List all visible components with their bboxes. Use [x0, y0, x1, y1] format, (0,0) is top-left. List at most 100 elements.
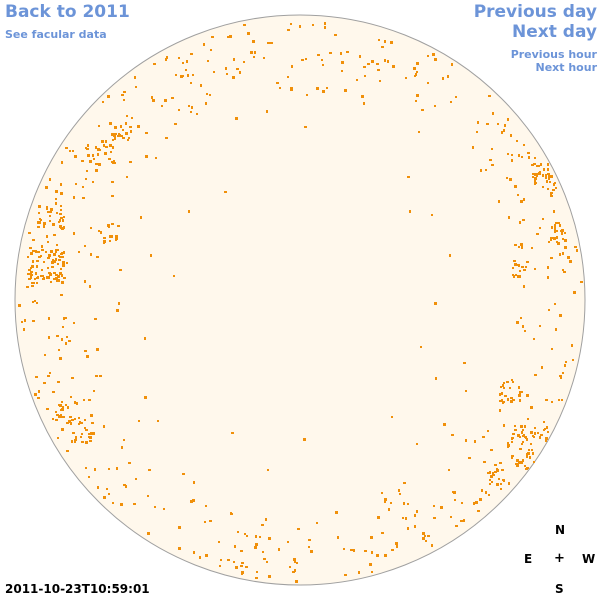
facula-dot	[559, 224, 561, 227]
facula-dot	[49, 178, 51, 181]
facula-dot	[376, 554, 379, 557]
facula-dot	[547, 266, 549, 269]
previous-hour-link[interactable]: Previous hour	[510, 48, 597, 61]
back-to-year-link[interactable]: Back to 2011	[5, 2, 130, 22]
see-facular-data-link[interactable]: See facular data	[5, 28, 107, 41]
facula-dot	[527, 418, 529, 420]
facula-dot	[287, 76, 289, 78]
compass-north: N	[555, 523, 566, 537]
facula-dot	[147, 532, 150, 535]
facula-dot	[503, 129, 505, 132]
facula-dot	[491, 481, 493, 483]
facula-dot	[243, 61, 245, 63]
facula-dot	[37, 221, 40, 224]
facula-dot	[74, 401, 76, 404]
facula-dot	[192, 499, 195, 502]
facula-dot	[89, 285, 91, 288]
facula-dot	[151, 96, 153, 99]
facula-dot	[190, 500, 193, 503]
facula-dot	[256, 571, 258, 573]
facula-dot	[538, 172, 541, 175]
facula-dot	[551, 401, 553, 403]
previous-day-link[interactable]: Previous day	[473, 2, 597, 22]
facula-dot	[70, 422, 72, 425]
facula-dot	[56, 414, 59, 416]
facula-dot	[36, 302, 38, 304]
facula-dot	[511, 159, 513, 162]
facula-dot	[416, 443, 418, 445]
facula-dot	[487, 430, 489, 432]
facula-dot	[45, 251, 47, 253]
facula-dot	[43, 382, 46, 384]
facula-dot	[165, 58, 167, 61]
facula-dot	[519, 221, 521, 224]
facula-dot	[296, 562, 298, 564]
facula-dot	[292, 571, 295, 573]
facula-dot	[266, 561, 268, 563]
facula-dot	[291, 65, 293, 68]
facula-dot	[514, 425, 516, 427]
solar-disk	[14, 14, 586, 586]
facula-dot	[427, 55, 429, 57]
facula-dot	[81, 441, 84, 443]
facula-dot	[515, 274, 517, 276]
facula-dot	[205, 102, 207, 105]
facula-dot	[182, 62, 184, 64]
facula-dot	[74, 418, 76, 420]
facula-dot	[227, 559, 230, 561]
facula-dot	[47, 241, 49, 243]
facula-dot	[61, 416, 64, 418]
facula-dot	[263, 558, 266, 560]
facula-dot	[490, 449, 493, 451]
facula-dot	[413, 67, 416, 70]
facula-dot	[52, 223, 55, 226]
facula-dot	[403, 482, 406, 484]
facula-dot	[491, 164, 494, 166]
facula-dot	[530, 406, 533, 409]
facula-dot	[322, 64, 324, 66]
facula-dot	[534, 374, 537, 376]
facula-dot	[534, 268, 536, 270]
facula-dot	[219, 565, 221, 567]
facula-dot	[468, 457, 471, 459]
facula-dot	[35, 376, 38, 378]
facula-dot	[155, 157, 157, 159]
facula-dot	[449, 254, 451, 257]
facula-dot	[506, 177, 508, 179]
facula-dot	[111, 195, 114, 197]
facula-dot	[546, 426, 548, 429]
facula-dot	[232, 76, 235, 79]
facula-dot	[140, 216, 142, 219]
facula-dot	[209, 520, 212, 522]
facula-dot	[391, 549, 394, 551]
facula-dot	[55, 251, 57, 253]
facula-dot	[121, 446, 123, 449]
facula-dot	[59, 213, 62, 215]
facula-dot	[31, 282, 33, 284]
next-day-link[interactable]: Next day	[512, 22, 597, 42]
facula-dot	[28, 232, 31, 234]
facula-dot	[48, 317, 50, 320]
facula-dot	[90, 432, 93, 435]
facula-dot	[47, 257, 50, 259]
facula-dot	[528, 156, 530, 159]
facula-dot	[138, 420, 140, 422]
facula-dot	[111, 223, 114, 225]
facula-dot	[24, 319, 26, 322]
facula-dot	[477, 510, 480, 512]
facula-dot	[93, 390, 95, 392]
facula-dot	[144, 337, 146, 340]
facula-dot	[564, 239, 567, 241]
facula-dot	[416, 510, 418, 513]
facula-dot	[254, 546, 257, 549]
facula-dot	[236, 68, 239, 70]
facula-dot	[103, 240, 106, 242]
facula-dot	[61, 228, 64, 230]
facula-dot	[443, 423, 446, 426]
facula-dot	[555, 222, 557, 224]
facula-dot	[38, 390, 40, 393]
facula-dot	[86, 170, 88, 172]
next-hour-link[interactable]: Next hour	[535, 61, 598, 74]
facula-dot	[30, 271, 33, 273]
facula-dot	[287, 541, 289, 543]
